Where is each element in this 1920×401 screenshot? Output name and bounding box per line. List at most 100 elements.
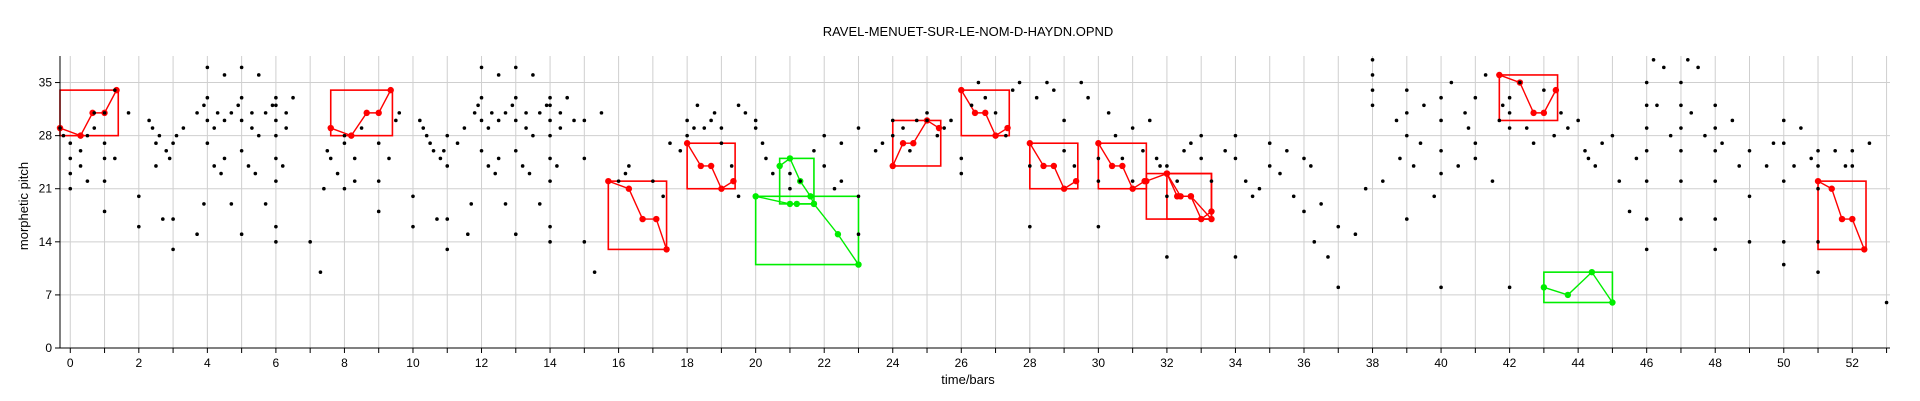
y-tick-label: 21: [39, 182, 53, 196]
x-tick-label: 4: [204, 356, 211, 370]
note-point: [493, 171, 498, 176]
note-point: [1600, 141, 1604, 146]
note-point: [1730, 118, 1735, 123]
y-tick-label: 7: [45, 288, 52, 302]
pattern-point-green: [855, 261, 862, 268]
note-point: [239, 95, 244, 100]
note-point: [1473, 95, 1478, 100]
note-point: [1610, 133, 1615, 138]
note-point: [1466, 126, 1471, 130]
x-tick-label: 48: [1709, 356, 1723, 370]
note-point: [376, 209, 381, 214]
note-point: [1737, 164, 1742, 168]
x-tick-label: 46: [1640, 356, 1654, 370]
note-point: [222, 118, 227, 123]
note-point: [113, 88, 117, 92]
note-point: [1679, 126, 1683, 130]
note-point: [1781, 118, 1786, 123]
note-point: [1655, 103, 1659, 108]
note-point: [137, 194, 141, 199]
note-point: [592, 270, 597, 274]
x-tick-label: 36: [1297, 356, 1311, 370]
note-point: [771, 171, 775, 176]
note-point: [1809, 156, 1813, 161]
note-point: [1199, 133, 1203, 138]
note-point: [599, 111, 604, 115]
pattern-box-red: [686, 142, 736, 190]
note-point: [548, 240, 552, 244]
note-point: [1154, 156, 1159, 161]
note-point: [274, 103, 278, 108]
note-point: [764, 156, 768, 161]
note-point: [1686, 57, 1690, 62]
x-tick-label: 14: [543, 356, 557, 370]
note-point: [78, 164, 83, 168]
note-point: [1816, 270, 1820, 274]
note-point: [651, 179, 655, 183]
note-point: [1867, 141, 1872, 146]
note-point: [1483, 73, 1488, 77]
note-point: [250, 111, 254, 115]
note-point: [531, 73, 535, 77]
note-point: [263, 202, 268, 206]
note-point: [1418, 141, 1423, 146]
note-point: [565, 95, 569, 100]
note-point: [1017, 80, 1022, 85]
pattern-point-red: [697, 162, 705, 170]
note-point: [582, 240, 587, 244]
note-point: [466, 232, 470, 237]
note-point: [513, 149, 518, 153]
pattern-point-red: [1072, 177, 1080, 185]
note-point: [1312, 240, 1317, 244]
note-point: [1833, 149, 1837, 153]
note-point: [1644, 80, 1649, 85]
note-point: [1158, 164, 1162, 168]
note-point: [253, 171, 258, 176]
note-point: [942, 126, 946, 130]
pattern-line-green: [755, 195, 860, 265]
note-point: [1490, 179, 1495, 183]
note-point: [274, 224, 278, 229]
pattern-point-red: [1838, 215, 1846, 223]
note-point: [1764, 164, 1769, 168]
pattern-point-red: [363, 109, 370, 117]
note-point: [719, 141, 724, 146]
note-point: [582, 156, 587, 161]
pattern-point-red: [1814, 177, 1822, 185]
note-point: [205, 141, 210, 146]
pattern-point-red: [1187, 193, 1195, 200]
note-point: [1404, 217, 1409, 221]
note-point: [1319, 202, 1323, 206]
note-point: [1285, 149, 1289, 153]
note-point: [274, 133, 278, 138]
note-point: [171, 247, 175, 252]
note-point: [1113, 133, 1118, 138]
pattern-point-red: [1004, 124, 1011, 132]
note-point: [85, 133, 90, 138]
note-point: [1062, 149, 1066, 153]
note-point: [479, 149, 484, 153]
note-point: [627, 164, 631, 168]
note-point: [1096, 179, 1101, 183]
note-point: [1370, 57, 1375, 62]
pattern-point-red: [1530, 109, 1537, 117]
note-point: [678, 149, 683, 153]
note-point: [229, 202, 234, 206]
note-point: [1634, 156, 1639, 161]
note-point: [274, 179, 278, 183]
note-point: [719, 126, 724, 130]
note-point: [113, 156, 117, 161]
note-point: [1147, 118, 1152, 123]
note-point: [1189, 141, 1193, 146]
note-point: [397, 111, 402, 115]
pattern-point-red: [730, 177, 737, 185]
note-point: [431, 149, 436, 153]
note-point: [1713, 103, 1718, 108]
note-point: [421, 126, 426, 130]
note-point: [250, 126, 254, 130]
note-point: [1336, 285, 1341, 290]
note-point: [164, 149, 169, 153]
note-point: [812, 149, 816, 153]
pattern-point-red: [958, 86, 965, 94]
